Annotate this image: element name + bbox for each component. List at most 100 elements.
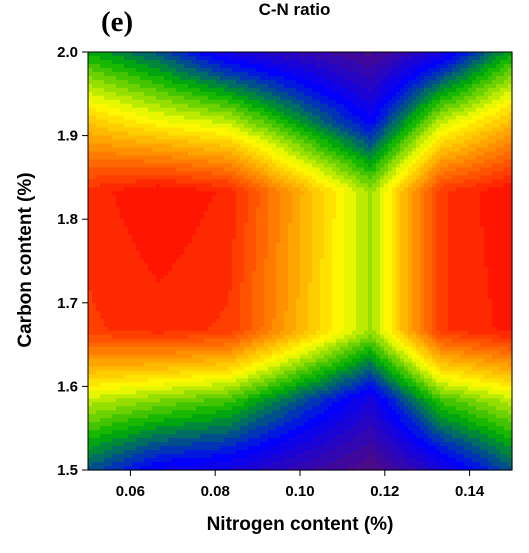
heatmap-cell xyxy=(476,87,481,93)
heatmap-cell xyxy=(264,87,269,93)
heatmap-cell xyxy=(92,175,97,180)
heatmap-cell xyxy=(428,107,433,113)
heatmap-cell xyxy=(256,119,261,125)
heatmap-cell xyxy=(144,167,149,173)
heatmap-cell xyxy=(460,71,465,77)
heatmap-cell xyxy=(252,143,257,149)
heatmap-cell xyxy=(352,151,357,157)
heatmap-cell xyxy=(508,223,513,228)
heatmap-cell xyxy=(432,183,437,188)
heatmap-cell xyxy=(360,55,365,61)
heatmap-cell xyxy=(188,79,193,85)
heatmap-cell xyxy=(336,107,341,113)
heatmap-cell xyxy=(384,91,389,97)
heatmap-cell xyxy=(168,67,173,73)
heatmap-cell xyxy=(96,107,101,113)
heatmap-cell xyxy=(88,215,93,220)
heatmap-cell xyxy=(276,167,281,173)
heatmap-cell xyxy=(224,127,229,133)
heatmap-cell xyxy=(500,215,505,220)
heatmap-cell xyxy=(188,83,193,89)
heatmap-cell xyxy=(340,67,345,73)
heatmap-cell xyxy=(304,231,309,236)
heatmap-cell xyxy=(184,231,189,236)
heatmap-cell xyxy=(308,151,313,157)
heatmap-cell xyxy=(472,111,477,117)
heatmap-cell xyxy=(240,231,245,236)
heatmap-cell xyxy=(196,123,201,129)
heatmap-cell xyxy=(464,223,469,228)
heatmap-cell xyxy=(264,215,269,220)
heatmap-cell xyxy=(508,103,513,109)
heatmap-cell xyxy=(132,195,137,200)
heatmap-cell xyxy=(332,155,337,161)
heatmap-cell xyxy=(348,55,353,61)
heatmap-cell xyxy=(180,235,185,240)
heatmap-cell xyxy=(228,191,233,196)
heatmap-cell xyxy=(320,219,325,224)
heatmap-cell xyxy=(460,183,465,188)
heatmap-cell xyxy=(472,163,477,169)
heatmap-cell xyxy=(356,71,361,77)
heatmap-cell xyxy=(476,203,481,208)
heatmap-cell xyxy=(220,127,225,133)
heatmap-cell xyxy=(344,231,349,236)
heatmap-cell xyxy=(448,151,453,157)
heatmap-cell xyxy=(216,59,221,65)
heatmap-cell xyxy=(440,119,445,125)
heatmap-cell xyxy=(500,119,505,125)
heatmap-cell xyxy=(396,159,401,165)
heatmap-cell xyxy=(220,95,225,101)
heatmap-cell xyxy=(332,175,337,180)
heatmap-cell xyxy=(188,71,193,77)
heatmap-cell xyxy=(384,159,389,165)
heatmap-cell xyxy=(284,235,289,240)
heatmap-cell xyxy=(288,115,293,121)
heatmap-cell xyxy=(220,207,225,212)
heatmap-cell xyxy=(348,119,353,125)
heatmap-cell xyxy=(96,91,101,97)
heatmap-cell xyxy=(456,143,461,149)
heatmap-cell xyxy=(156,191,161,196)
heatmap-cell xyxy=(372,119,377,125)
heatmap-cell xyxy=(372,195,377,200)
heatmap-cell xyxy=(328,55,333,61)
heatmap-cell xyxy=(372,127,377,133)
heatmap-cell xyxy=(164,179,169,184)
heatmap-cell xyxy=(376,167,381,173)
heatmap-cell xyxy=(152,215,157,220)
heatmap-cell xyxy=(196,103,201,109)
heatmap-cell xyxy=(268,135,273,141)
heatmap-cell xyxy=(204,187,209,192)
heatmap-cell xyxy=(356,111,361,117)
heatmap-cell xyxy=(132,219,137,224)
heatmap-cell xyxy=(420,223,425,228)
heatmap-cell xyxy=(404,167,409,173)
heatmap-cell xyxy=(200,171,205,177)
heatmap-cell xyxy=(260,103,265,109)
heatmap-cell xyxy=(168,203,173,208)
heatmap-cell xyxy=(88,203,93,208)
heatmap-cell xyxy=(152,55,157,61)
heatmap-cell xyxy=(140,199,145,204)
heatmap-cell xyxy=(508,139,513,145)
heatmap-cell xyxy=(460,203,465,208)
heatmap-cell xyxy=(196,211,201,216)
heatmap-cell xyxy=(440,107,445,113)
heatmap-cell xyxy=(340,171,345,177)
heatmap-cell xyxy=(232,103,237,109)
heatmap-cell xyxy=(468,139,473,145)
heatmap-cell xyxy=(492,71,497,77)
heatmap-cell xyxy=(312,135,317,141)
heatmap-cell xyxy=(352,123,357,129)
heatmap-cell xyxy=(112,147,117,153)
heatmap-cell xyxy=(260,107,265,113)
heatmap-cell xyxy=(192,207,197,212)
heatmap-cell xyxy=(276,75,281,81)
heatmap-cell xyxy=(460,235,465,240)
heatmap-cell xyxy=(228,63,233,69)
heatmap-cell xyxy=(300,195,305,200)
heatmap-cell xyxy=(372,155,377,161)
heatmap-cell xyxy=(404,107,409,113)
heatmap-cell xyxy=(392,75,397,81)
